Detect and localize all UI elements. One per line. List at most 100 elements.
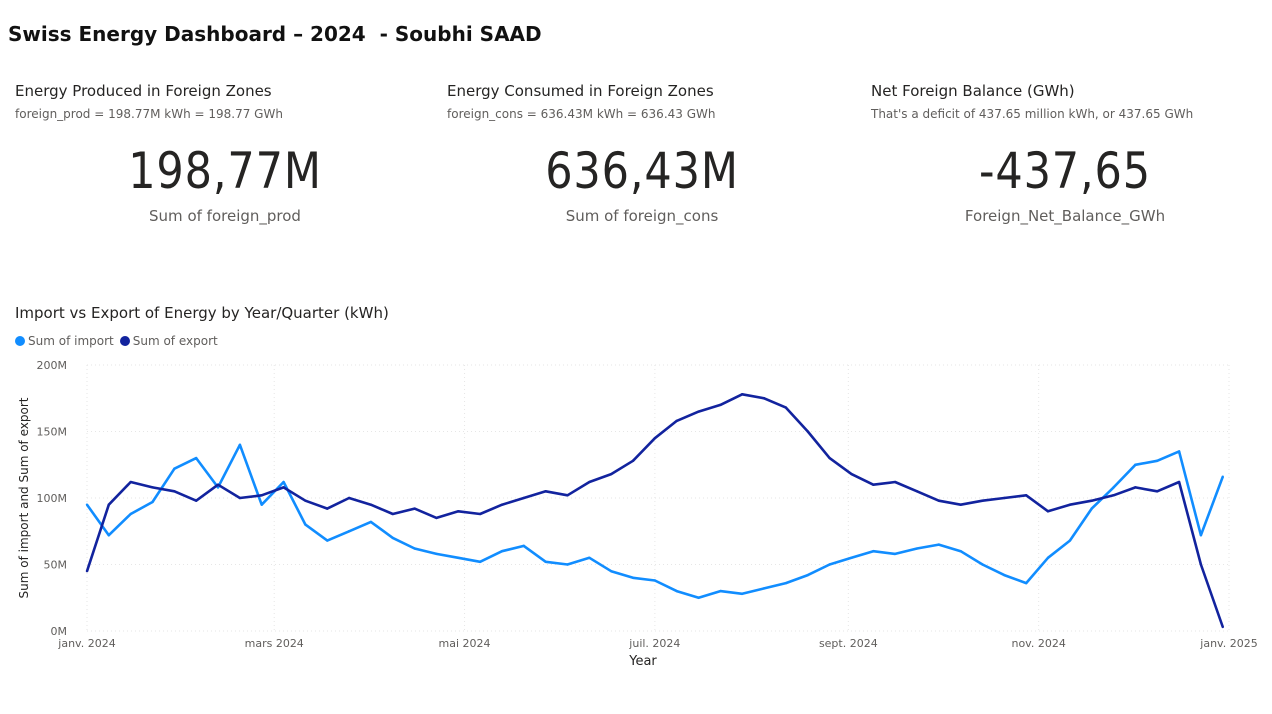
data-point <box>784 406 788 409</box>
data-point <box>522 544 526 548</box>
data-point <box>566 494 569 497</box>
data-point <box>260 494 263 497</box>
data-point <box>653 579 657 582</box>
x-tick-label: nov. 2024 <box>1011 637 1065 650</box>
data-point <box>1024 581 1028 585</box>
data-point <box>784 581 788 585</box>
x-tick-label: sept. 2024 <box>819 637 878 650</box>
data-point <box>959 503 962 506</box>
data-point <box>566 563 569 566</box>
data-point <box>631 459 635 462</box>
data-point <box>1134 463 1137 466</box>
data-point <box>697 410 700 413</box>
data-point <box>129 512 132 516</box>
data-point <box>1046 556 1050 560</box>
chart-title: Import vs Export of Energy by Year/Quart… <box>15 304 389 322</box>
data-point <box>216 483 220 486</box>
data-point <box>806 573 809 577</box>
data-point <box>1090 499 1093 502</box>
data-point <box>1221 625 1224 629</box>
data-point <box>850 472 853 476</box>
data-point <box>981 563 984 566</box>
data-point <box>588 556 591 560</box>
card-subtitle: That's a deficit of 437.65 million kWh, … <box>871 107 1194 121</box>
data-point <box>369 520 373 524</box>
card-subtitle: foreign_prod = 198.77M kWh = 198.77 GWh <box>15 107 283 121</box>
x-tick-label: mai 2024 <box>439 637 491 650</box>
data-point <box>872 483 875 486</box>
card-net-balance[interactable]: Net Foreign Balance (GWh) That's a defic… <box>871 80 1259 250</box>
data-point <box>173 490 176 493</box>
y-tick-label: 100M <box>37 492 68 505</box>
x-tick-label: janv. 2025 <box>1199 637 1257 650</box>
data-point <box>304 499 307 502</box>
data-point <box>107 534 111 537</box>
legend-dot-icon <box>119 336 130 346</box>
data-point <box>413 547 416 550</box>
data-point <box>304 523 307 526</box>
data-point <box>326 539 329 542</box>
data-point <box>719 403 722 407</box>
data-point <box>1134 486 1137 489</box>
data-point <box>1199 534 1203 537</box>
data-point <box>478 560 482 564</box>
data-point <box>391 536 394 540</box>
x-tick-label: janv. 2024 <box>57 637 115 650</box>
card-foreign-prod[interactable]: Energy Produced in Foreign Zones foreign… <box>15 80 435 250</box>
x-axis-title: Year <box>628 654 657 669</box>
chart-legend: Sum of import Sum of export <box>15 334 218 348</box>
legend-dot-icon <box>15 336 25 346</box>
data-point <box>762 587 766 590</box>
data-point <box>1199 563 1203 566</box>
y-tick-label: 200M <box>37 359 68 372</box>
data-point <box>151 500 154 504</box>
data-point <box>675 589 678 593</box>
data-point <box>981 499 984 502</box>
y-tick-label: 150M <box>37 426 68 439</box>
data-point <box>762 397 766 400</box>
data-point <box>1090 507 1093 510</box>
data-point <box>435 552 438 556</box>
data-point <box>195 456 198 460</box>
legend-item-export[interactable]: Sum of export <box>119 334 218 348</box>
data-point <box>151 486 154 489</box>
data-point <box>1112 486 1115 489</box>
data-point <box>369 503 373 506</box>
data-point <box>1024 494 1028 497</box>
data-point <box>260 503 263 506</box>
data-point <box>282 486 285 489</box>
data-point <box>1156 459 1159 462</box>
data-point <box>828 456 831 460</box>
card-title: Net Foreign Balance (GWh) <box>871 82 1075 100</box>
data-point <box>107 503 111 506</box>
y-tick-label: 50M <box>44 559 68 572</box>
data-point <box>697 596 700 599</box>
data-point <box>435 516 438 520</box>
data-point <box>588 480 591 484</box>
data-point <box>216 486 220 489</box>
card-label: Sum of foreign_cons <box>565 207 719 225</box>
card-value: -437,65 <box>979 142 1151 200</box>
data-point <box>675 419 678 423</box>
data-point <box>915 490 919 493</box>
x-tick-label: mars 2024 <box>245 637 304 650</box>
data-point <box>195 499 198 502</box>
card-foreign-cons[interactable]: Energy Consumed in Foreign Zones foreign… <box>447 80 837 250</box>
data-point <box>478 512 482 516</box>
data-point <box>1177 480 1181 484</box>
data-point <box>872 550 875 553</box>
data-point <box>347 496 351 500</box>
data-point <box>85 503 89 506</box>
data-point <box>282 480 285 484</box>
legend-item-import[interactable]: Sum of import <box>15 334 114 348</box>
data-point <box>238 443 242 446</box>
card-value: 636,43M <box>545 142 739 200</box>
data-point <box>850 556 853 560</box>
data-point <box>828 563 831 566</box>
data-point <box>1068 539 1072 542</box>
card-title: Energy Consumed in Foreign Zones <box>447 82 714 100</box>
legend-label: Sum of import <box>28 334 114 348</box>
data-point <box>806 430 809 433</box>
line-chart[interactable]: 0M 50M 100M 150M 200M janv. 2024 mars 2024 mai … <box>0 350 1272 690</box>
data-point <box>413 507 416 510</box>
